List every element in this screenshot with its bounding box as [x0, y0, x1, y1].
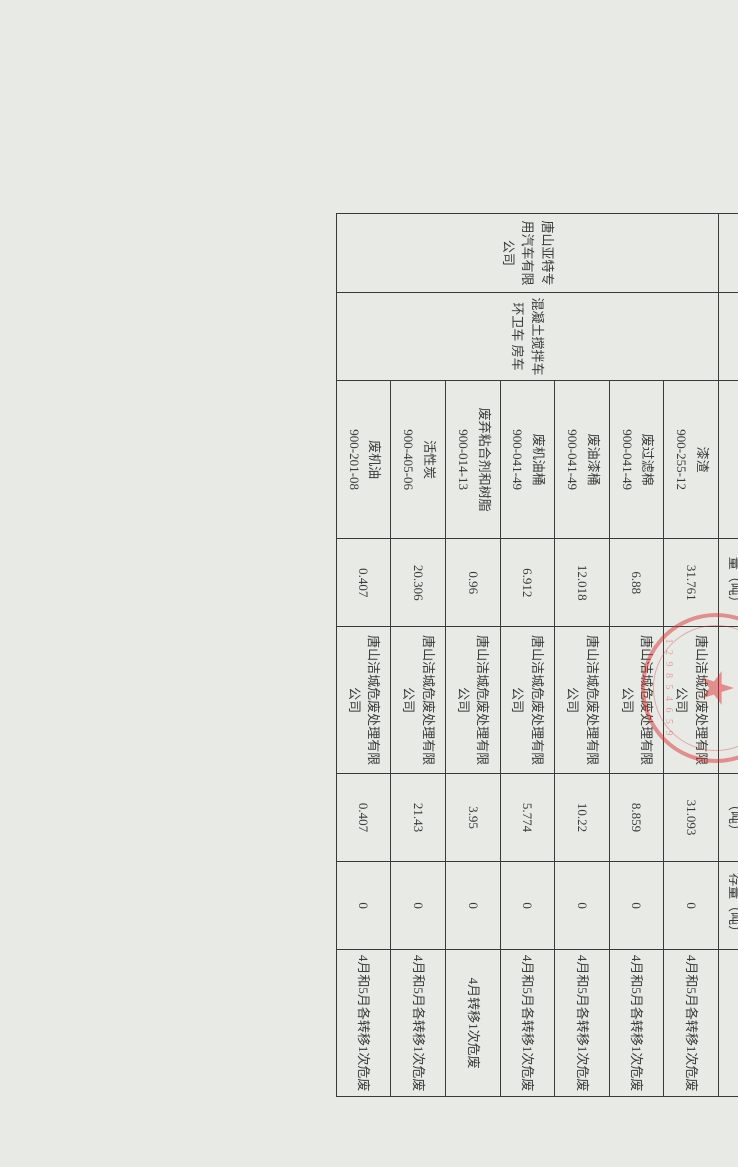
header-waste: 产生危险废物种类及类别 [719, 381, 738, 539]
cell-cumulative: 10.22 [555, 774, 610, 862]
header-prev: 上年度年底贮存量（吨） [719, 862, 738, 950]
cell-remark: 4月和5月各转移1次危废 [555, 950, 610, 1097]
cell-waste: 废油漆桶 900-041-49 [555, 381, 610, 539]
cell-company: 唐山亚特专用汽车有限公司 [336, 214, 718, 293]
cell-remark: 4月和5月各转移1次危废 [336, 950, 391, 1097]
table-body: 唐山亚特专用汽车有限公司 混凝土搅拌车 环卫车 房车 漆渣 900-255-12… [336, 214, 718, 1097]
header-product: 主要产品 [719, 293, 738, 381]
waste-code: 900-041-49 [561, 385, 582, 534]
cell-amount: 6.912 [500, 539, 555, 627]
cell-cumulative: 21.43 [391, 774, 446, 862]
table-header-row: 企业名称 主要产品 产生危险废物种类及类别 实际利用处置量（吨） 利用处置去向 … [719, 214, 738, 1097]
cell-amount: 0.407 [336, 539, 391, 627]
header-dest: 利用处置去向 [719, 627, 738, 774]
cell-remark: 4月和5月各转移1次危废 [664, 950, 719, 1097]
cell-waste: 活性炭 900-405-06 [391, 381, 446, 539]
waste-code: 900-041-49 [507, 385, 528, 534]
waste-code: 900-201-08 [343, 385, 364, 534]
waste-name: 废油漆桶 [582, 385, 603, 534]
cell-amount: 12.018 [555, 539, 610, 627]
cell-amount: 20.306 [391, 539, 446, 627]
cell-cumulative: 5.774 [500, 774, 555, 862]
cell-dest: 唐山洁城危废处理有限公司 [664, 627, 719, 774]
cell-cumulative: 3.95 [446, 774, 501, 862]
cell-cumulative: 0.407 [336, 774, 391, 862]
cell-dest: 唐山洁城危废处理有限公司 [609, 627, 664, 774]
waste-code: 900-014-13 [452, 385, 473, 534]
cell-remark: 4月和5月各转移1次危废 [391, 950, 446, 1097]
cell-remark: 4月转移1次危废 [446, 950, 501, 1097]
cell-cumulative: 8.859 [609, 774, 664, 862]
cell-amount: 31.761 [664, 539, 719, 627]
cell-prev: 0 [555, 862, 610, 950]
cell-prev: 0 [500, 862, 555, 950]
cell-remark: 4月和5月各转移1次危废 [500, 950, 555, 1097]
cell-dest: 唐山洁城危废处理有限公司 [336, 627, 391, 774]
hazardous-waste-table: 企业名称 主要产品 产生危险废物种类及类别 实际利用处置量（吨） 利用处置去向 … [336, 213, 738, 1097]
header-company: 企业名称 [719, 214, 738, 293]
cell-product: 混凝土搅拌车 环卫车 房车 [336, 293, 718, 381]
cell-amount: 0.96 [446, 539, 501, 627]
document-content: ★ 1 2 9 8 5 4 6 5 9 亚特重工危废信息公览表（2021年4月-… [143, 143, 738, 1167]
waste-code: 900-255-12 [670, 385, 691, 534]
cell-waste: 废机油桶 900-041-49 [500, 381, 555, 539]
cell-dest: 唐山洁城危废处理有限公司 [555, 627, 610, 774]
cell-waste: 废过滤棉 900-041-49 [609, 381, 664, 539]
cell-prev: 0 [664, 862, 719, 950]
waste-name: 漆渣 [691, 385, 712, 534]
waste-code: 900-405-06 [397, 385, 418, 534]
waste-code: 900-041-49 [616, 385, 637, 534]
header-remark: 备注 [719, 950, 738, 1097]
waste-name: 废弃粘合剂和树脂 [473, 385, 494, 534]
waste-name: 活性炭 [418, 385, 439, 534]
cell-remark: 4月和5月各转移1次危废 [609, 950, 664, 1097]
waste-name: 废机油桶 [527, 385, 548, 534]
cell-prev: 0 [391, 862, 446, 950]
waste-name: 废机油 [364, 385, 385, 534]
cell-waste: 废机油 900-201-08 [336, 381, 391, 539]
cell-waste: 漆渣 900-255-12 [664, 381, 719, 539]
cell-amount: 6.88 [609, 539, 664, 627]
table-row: 唐山亚特专用汽车有限公司 混凝土搅拌车 环卫车 房车 漆渣 900-255-12… [664, 214, 719, 1097]
cell-cumulative: 31.093 [664, 774, 719, 862]
cell-prev: 0 [446, 862, 501, 950]
cell-dest: 唐山洁城危废处理有限公司 [446, 627, 501, 774]
cell-waste: 废弃粘合剂和树脂 900-014-13 [446, 381, 501, 539]
page-rotated-container: ★ 1 2 9 8 5 4 6 5 9 亚特重工危废信息公览表（2021年4月-… [0, 286, 738, 1024]
header-cumulative: 累计贮存量（吨） [719, 774, 738, 862]
cell-prev: 0 [336, 862, 391, 950]
cell-dest: 唐山洁城危废处理有限公司 [391, 627, 446, 774]
cell-dest: 唐山洁城危废处理有限公司 [500, 627, 555, 774]
cell-prev: 0 [609, 862, 664, 950]
header-amount: 实际利用处置量（吨） [719, 539, 738, 627]
waste-name: 废过滤棉 [637, 385, 658, 534]
